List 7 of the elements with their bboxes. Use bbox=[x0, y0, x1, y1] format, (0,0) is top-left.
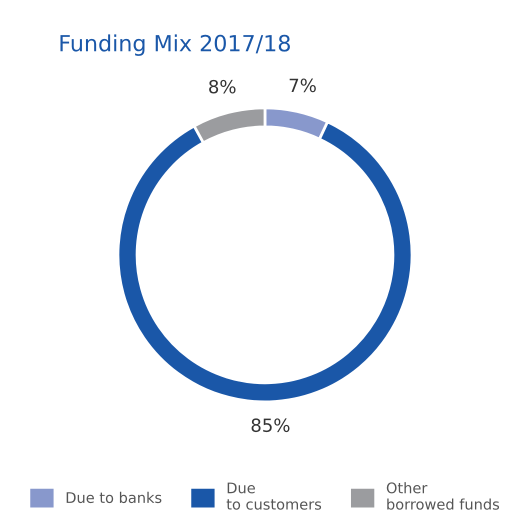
data-label: 85% bbox=[252, 418, 290, 432]
data-label: 7% bbox=[290, 78, 316, 92]
data-label: 8% bbox=[209, 80, 236, 94]
legend-label: Due to customers bbox=[226, 482, 322, 510]
chart-title: Funding Mix 2017/18 bbox=[60, 34, 290, 56]
legend-label: Due to banks bbox=[66, 492, 162, 504]
legend-label: Other borrowed funds bbox=[386, 482, 500, 510]
